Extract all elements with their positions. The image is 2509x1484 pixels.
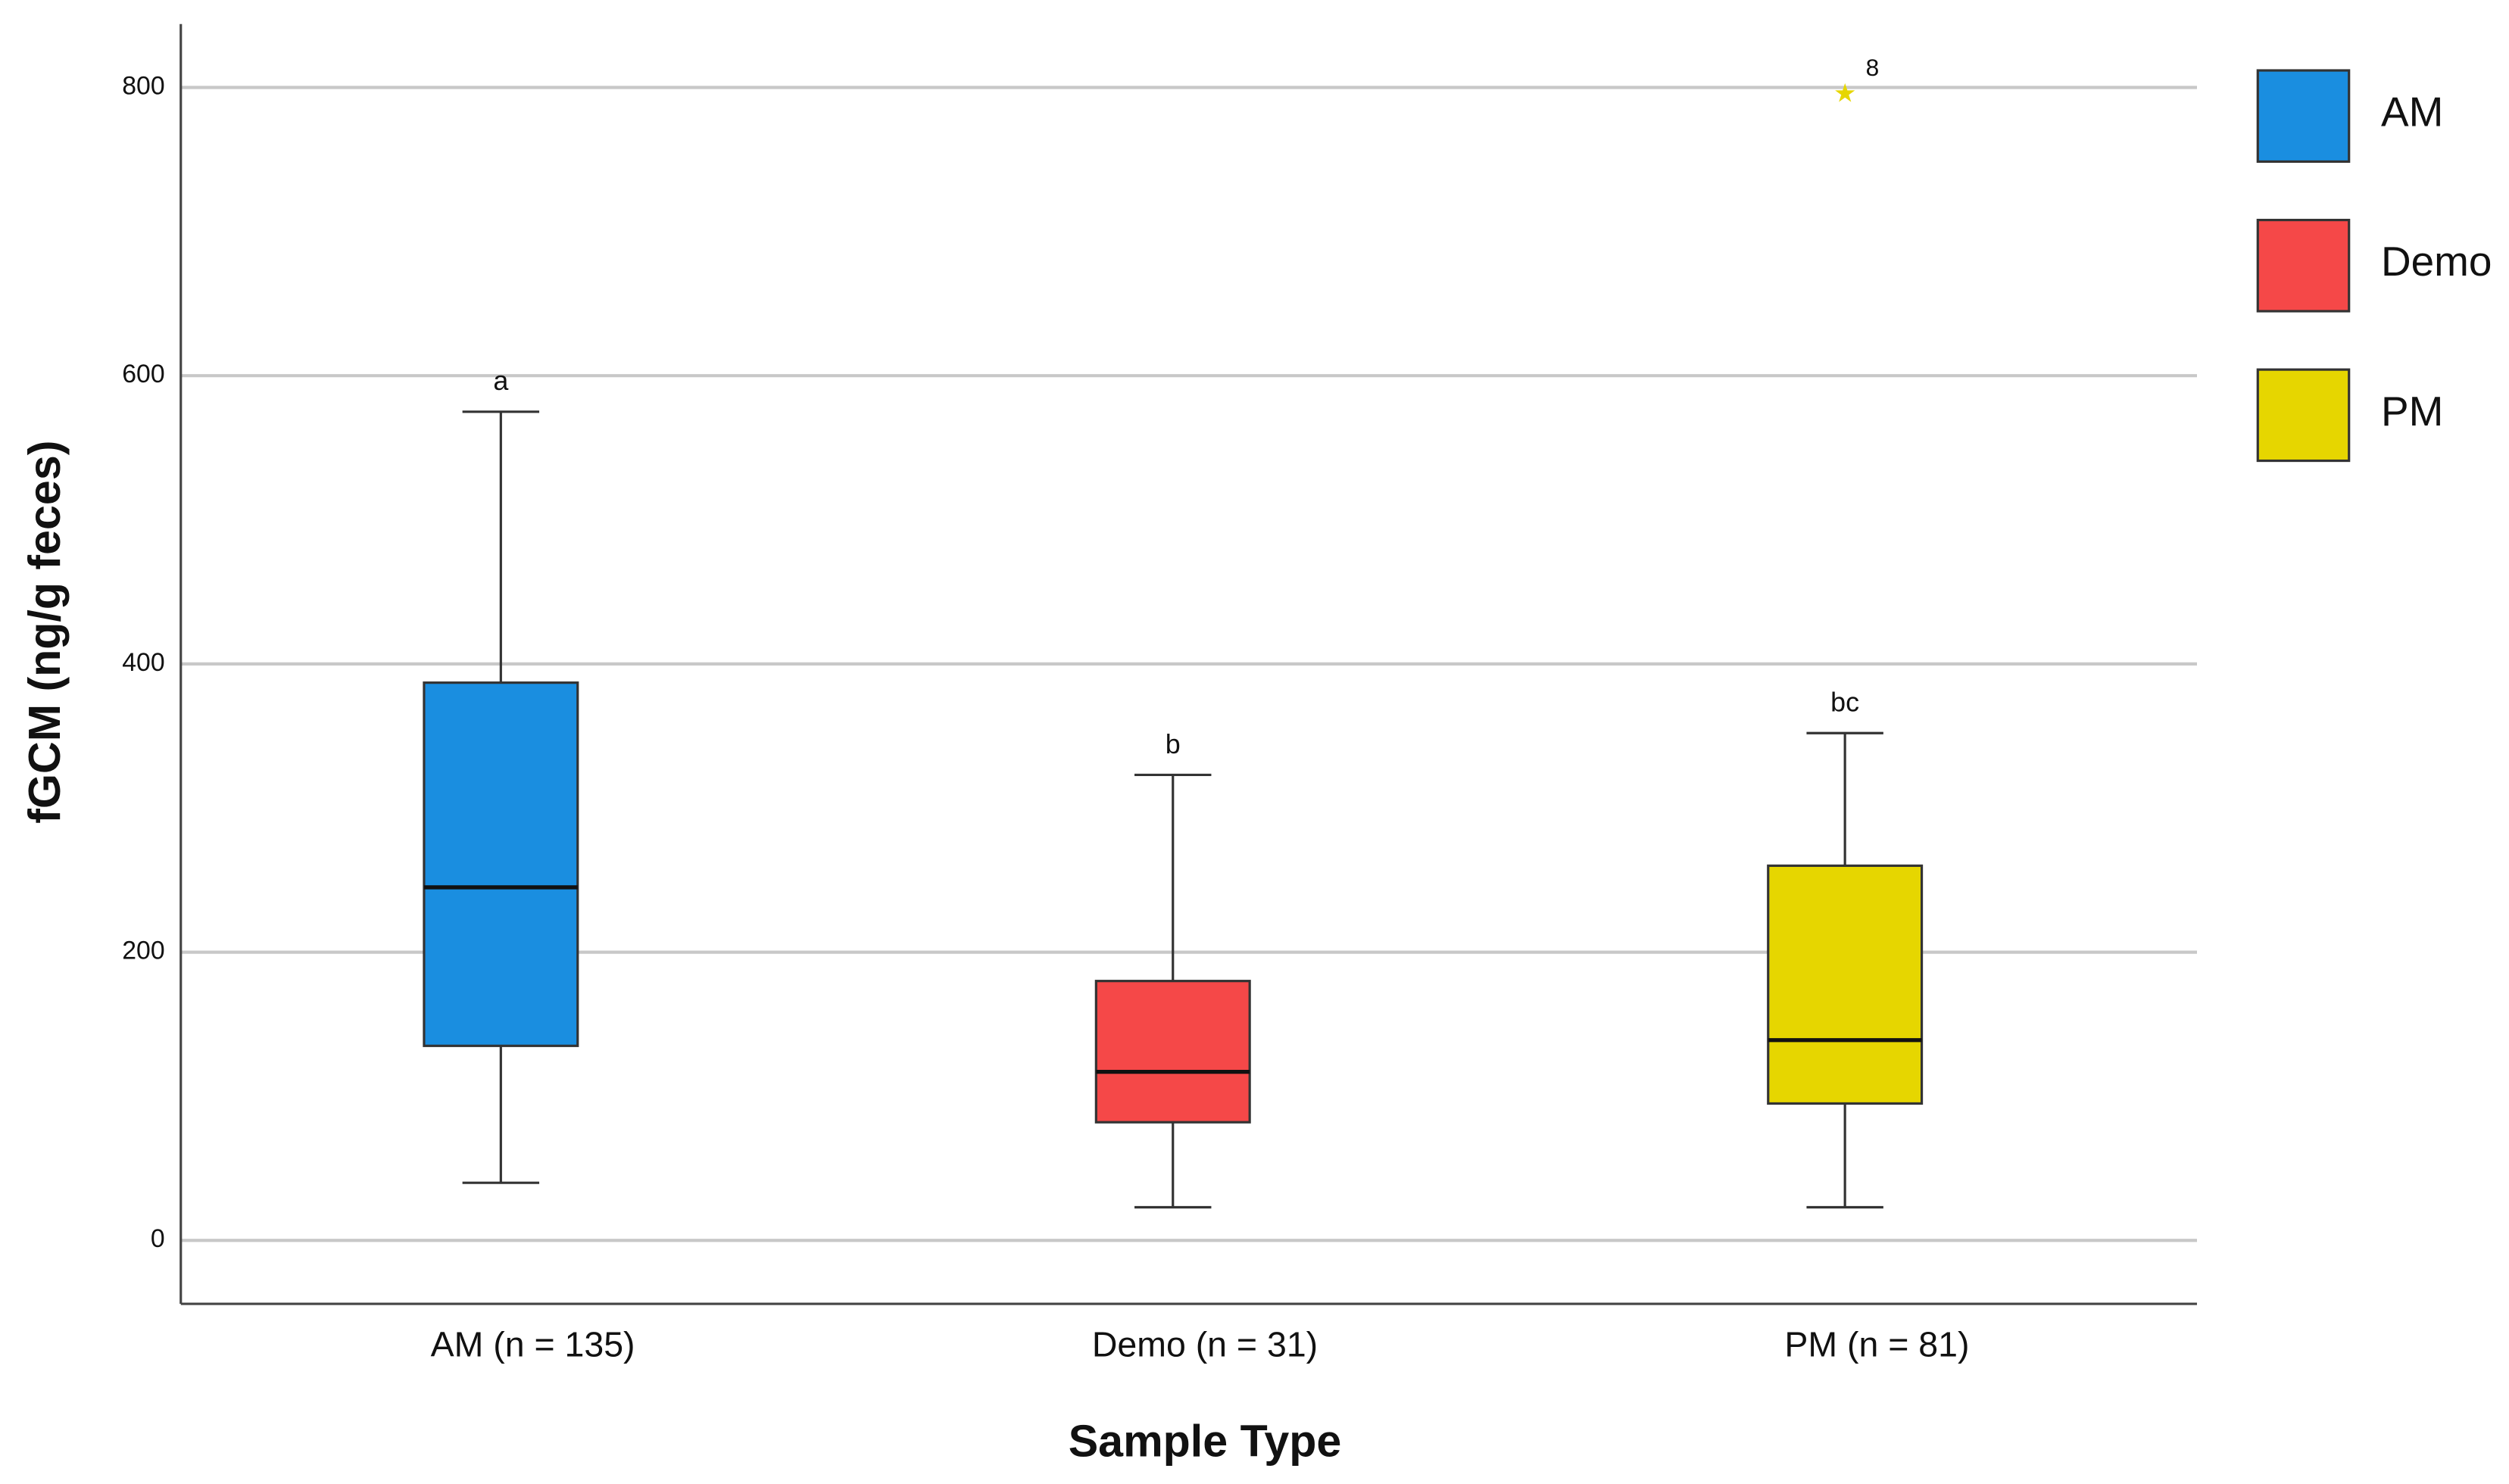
annotation: b — [1166, 728, 1181, 759]
annotation: a — [493, 365, 508, 396]
legend-label: PM — [2381, 388, 2443, 435]
y-tick-label: 400 — [122, 648, 164, 677]
y-tick-label: 200 — [122, 937, 164, 965]
legend-swatch — [2256, 368, 2351, 463]
y-tick-label: 800 — [122, 71, 164, 100]
legend-label: AM — [2381, 89, 2443, 136]
legend-swatch — [2256, 218, 2351, 313]
legend-label: Demo — [2381, 238, 2492, 285]
outlier-label: 8 — [1866, 54, 1880, 81]
x-tick-label: PM (n = 81) — [1784, 1324, 1969, 1364]
annotation: bc — [1830, 687, 1859, 718]
y-tick-label: 600 — [122, 360, 164, 388]
legend-swatch — [2256, 69, 2351, 164]
outlier: ★ — [1833, 79, 1856, 108]
x-tick-label: Demo (n = 31) — [1092, 1324, 1318, 1364]
box — [1094, 980, 1251, 1124]
x-tick-label: AM (n = 135) — [431, 1324, 635, 1364]
y-tick-label: 0 — [151, 1224, 165, 1253]
y-axis-title: fGCM (ng/g feces) — [19, 441, 70, 824]
box — [1767, 864, 1924, 1105]
box — [423, 681, 579, 1047]
x-axis-title: Sample Type — [1069, 1416, 1342, 1467]
